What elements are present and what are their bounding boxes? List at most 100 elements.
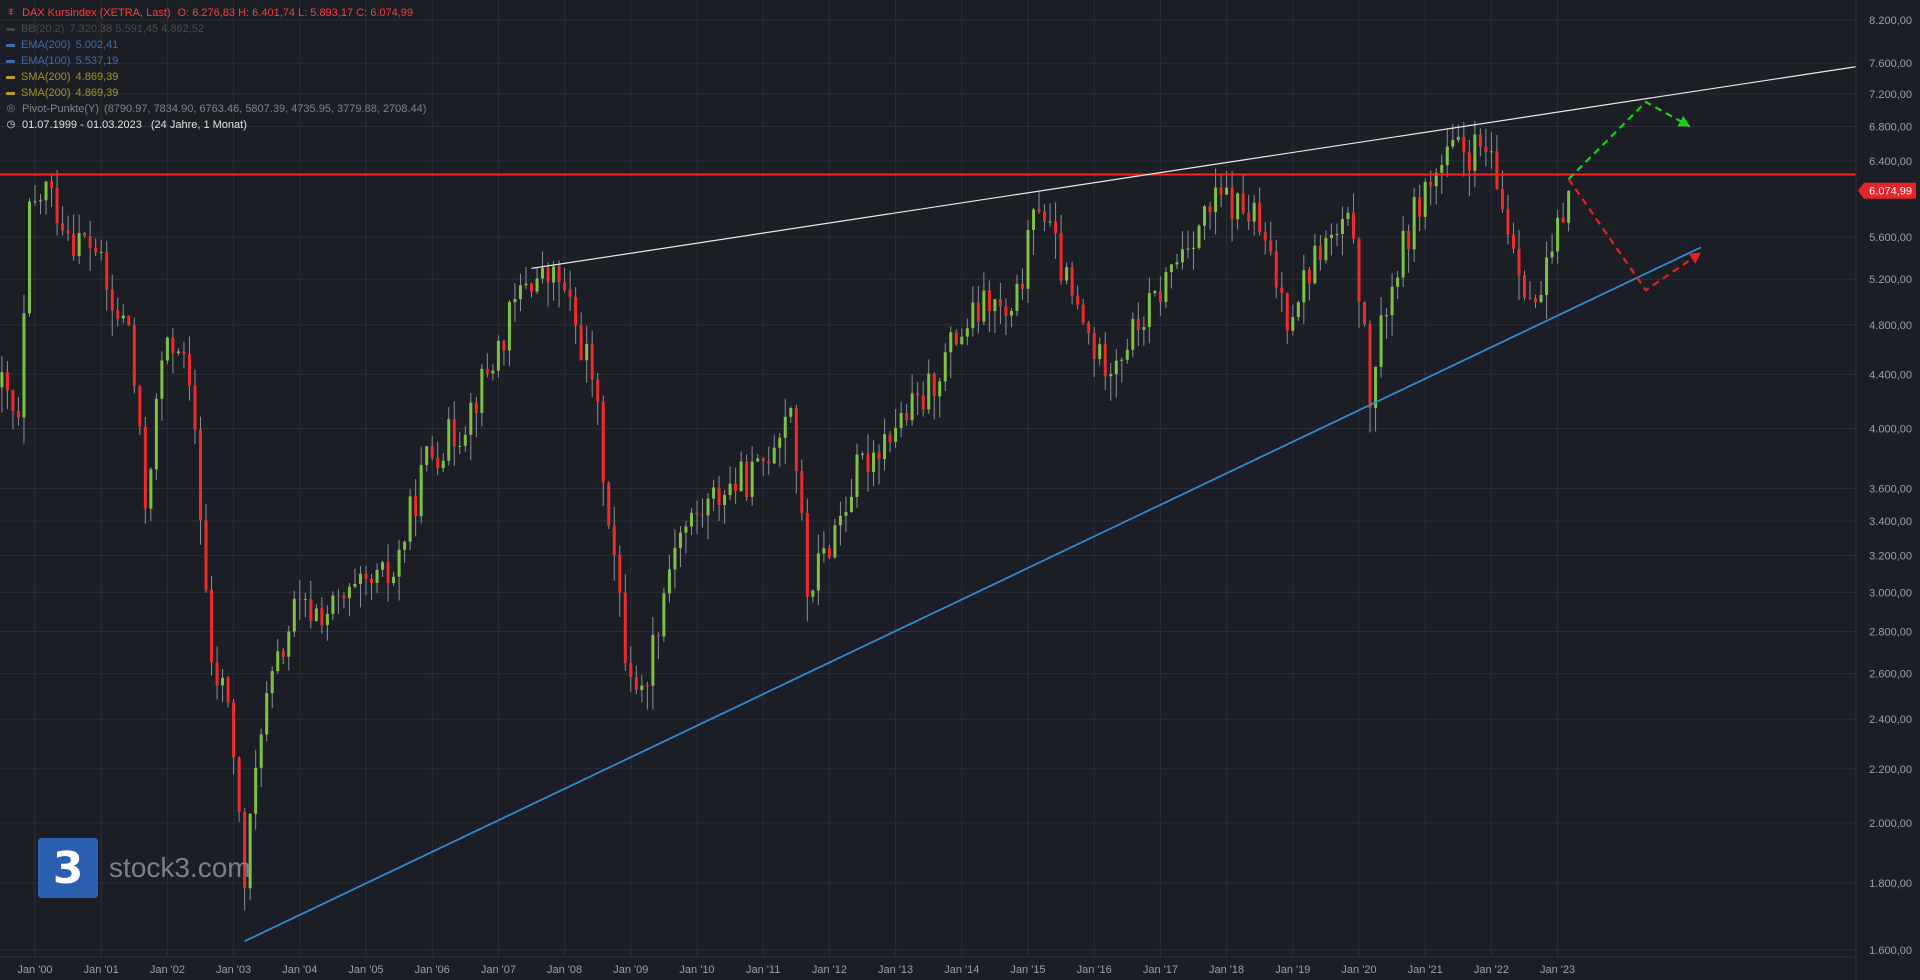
y-axis-panel — [1856, 0, 1920, 980]
candle-body — [1462, 136, 1466, 153]
candle-body — [894, 427, 898, 442]
candle-body — [684, 526, 688, 533]
chart-type-icon: ⩨ — [8, 7, 14, 18]
candle-body — [507, 302, 511, 351]
indicator-label: SMA(200) — [21, 87, 71, 99]
candle-body — [485, 368, 489, 374]
date-range: 01.07.1999 - 01.03.2023 — [22, 119, 142, 131]
legend-indicator-pivot[interactable]: ◎ Pivot-Punkte(Y) (8790.97, 7834.90, 676… — [6, 101, 427, 117]
y-tick-label: 1.800,00 — [1869, 878, 1912, 890]
candle-body — [866, 453, 870, 473]
candle-body — [430, 446, 434, 458]
candle-body — [932, 373, 936, 397]
candle-body — [557, 266, 561, 283]
candle-body — [325, 613, 329, 626]
candle-body — [132, 325, 136, 387]
candle-body — [1445, 146, 1449, 166]
x-tick-label: Jan '01 — [84, 964, 119, 976]
candle-body — [1302, 270, 1306, 303]
candle-body — [987, 290, 991, 311]
candle-body — [110, 289, 114, 311]
candle-body — [1241, 193, 1245, 213]
candle-body — [524, 283, 528, 286]
y-tick-label: 5.200,00 — [1869, 274, 1912, 286]
indicator-values: 5.537,19 — [75, 55, 119, 67]
x-tick-label: Jan '20 — [1341, 964, 1376, 976]
legend-indicator-sma200-a[interactable]: SMA(200) 4.869,39 — [6, 69, 426, 85]
candle-body — [1026, 229, 1030, 289]
candle-body — [662, 593, 666, 637]
candle-body — [1307, 270, 1311, 284]
candle-body — [998, 299, 1002, 307]
candle-body — [861, 453, 864, 455]
pivot-icon: ◎ — [6, 103, 16, 114]
candle-body — [298, 598, 302, 600]
candle-body — [1043, 211, 1047, 222]
y-tick-label: 6.400,00 — [1869, 156, 1912, 168]
y-tick-label: 3.400,00 — [1869, 516, 1912, 528]
candle-body — [811, 590, 815, 597]
legend-indicator-sma200-b[interactable]: SMA(200) 4.869,39 — [6, 85, 426, 101]
candle-body — [1125, 349, 1129, 360]
candle-body — [1169, 264, 1173, 273]
candle-body — [165, 337, 169, 361]
candle-body — [822, 548, 826, 554]
candle-body — [309, 599, 313, 621]
candle-body — [1087, 322, 1091, 333]
candle-body — [1208, 206, 1212, 213]
candle-body — [436, 457, 440, 469]
candle-body — [61, 223, 65, 231]
candle-body — [1296, 302, 1300, 318]
candle-body — [44, 181, 48, 201]
candle-body — [1351, 212, 1355, 239]
instrument-title[interactable]: DAX Kursindex (XETRA, Last) — [22, 7, 171, 19]
candle-body — [629, 662, 633, 677]
candle-body — [171, 337, 175, 354]
candle-body — [199, 429, 202, 521]
legend-range-row[interactable]: ◷ 01.07.1999 - 01.03.2023 (24 Jahre, 1 M… — [6, 117, 426, 133]
x-tick-label: Jan '00 — [17, 964, 52, 976]
legend-indicator-ema100[interactable]: EMA(100) 5.537,19 — [6, 53, 426, 69]
candle-body — [579, 325, 583, 361]
x-tick-label: Jan '13 — [878, 964, 913, 976]
candle-body — [938, 381, 942, 397]
candle-body — [1247, 212, 1251, 222]
candle-body — [215, 662, 219, 686]
candle-body — [149, 469, 153, 509]
candle-body — [618, 554, 622, 593]
candle-body — [1186, 248, 1190, 250]
candle-body — [645, 685, 649, 687]
legend-title-row: ⩨ DAX Kursindex (XETRA, Last) O: 6.276,8… — [6, 5, 426, 21]
candle-body — [921, 395, 925, 410]
candle-body — [1539, 294, 1543, 303]
candle-body — [414, 496, 418, 517]
candle-body — [22, 313, 26, 418]
candle-body — [783, 416, 787, 438]
candle-body — [1329, 234, 1333, 239]
x-tick-label: Jan '09 — [613, 964, 648, 976]
candle-body — [965, 328, 969, 337]
candle-body — [899, 412, 903, 428]
candle-body — [1037, 209, 1041, 212]
candle-body — [1473, 134, 1477, 171]
x-tick-label: Jan '10 — [679, 964, 714, 976]
candle-body — [463, 434, 467, 446]
candle-body — [1065, 267, 1069, 281]
candle-body — [728, 483, 732, 496]
candle-body — [292, 598, 296, 632]
candle-body — [1495, 151, 1499, 189]
candle-body — [1412, 197, 1416, 250]
candle-body — [960, 336, 964, 345]
candle-body — [1561, 217, 1565, 223]
legend-indicator-bb[interactable]: BB(20,2) 7.320,38 5.591,45 4.862,52 — [6, 21, 426, 37]
candle-body — [204, 520, 208, 590]
sma-swatch-icon — [6, 75, 15, 79]
candle-body — [976, 302, 980, 322]
candle-body — [265, 693, 269, 735]
x-tick-label: Jan '06 — [415, 964, 450, 976]
candle-body — [1379, 315, 1383, 367]
legend-indicator-ema200[interactable]: EMA(200) 5.002,41 — [6, 37, 426, 53]
y-tick-label: 4.000,00 — [1869, 424, 1912, 436]
candle-body — [1092, 332, 1096, 359]
